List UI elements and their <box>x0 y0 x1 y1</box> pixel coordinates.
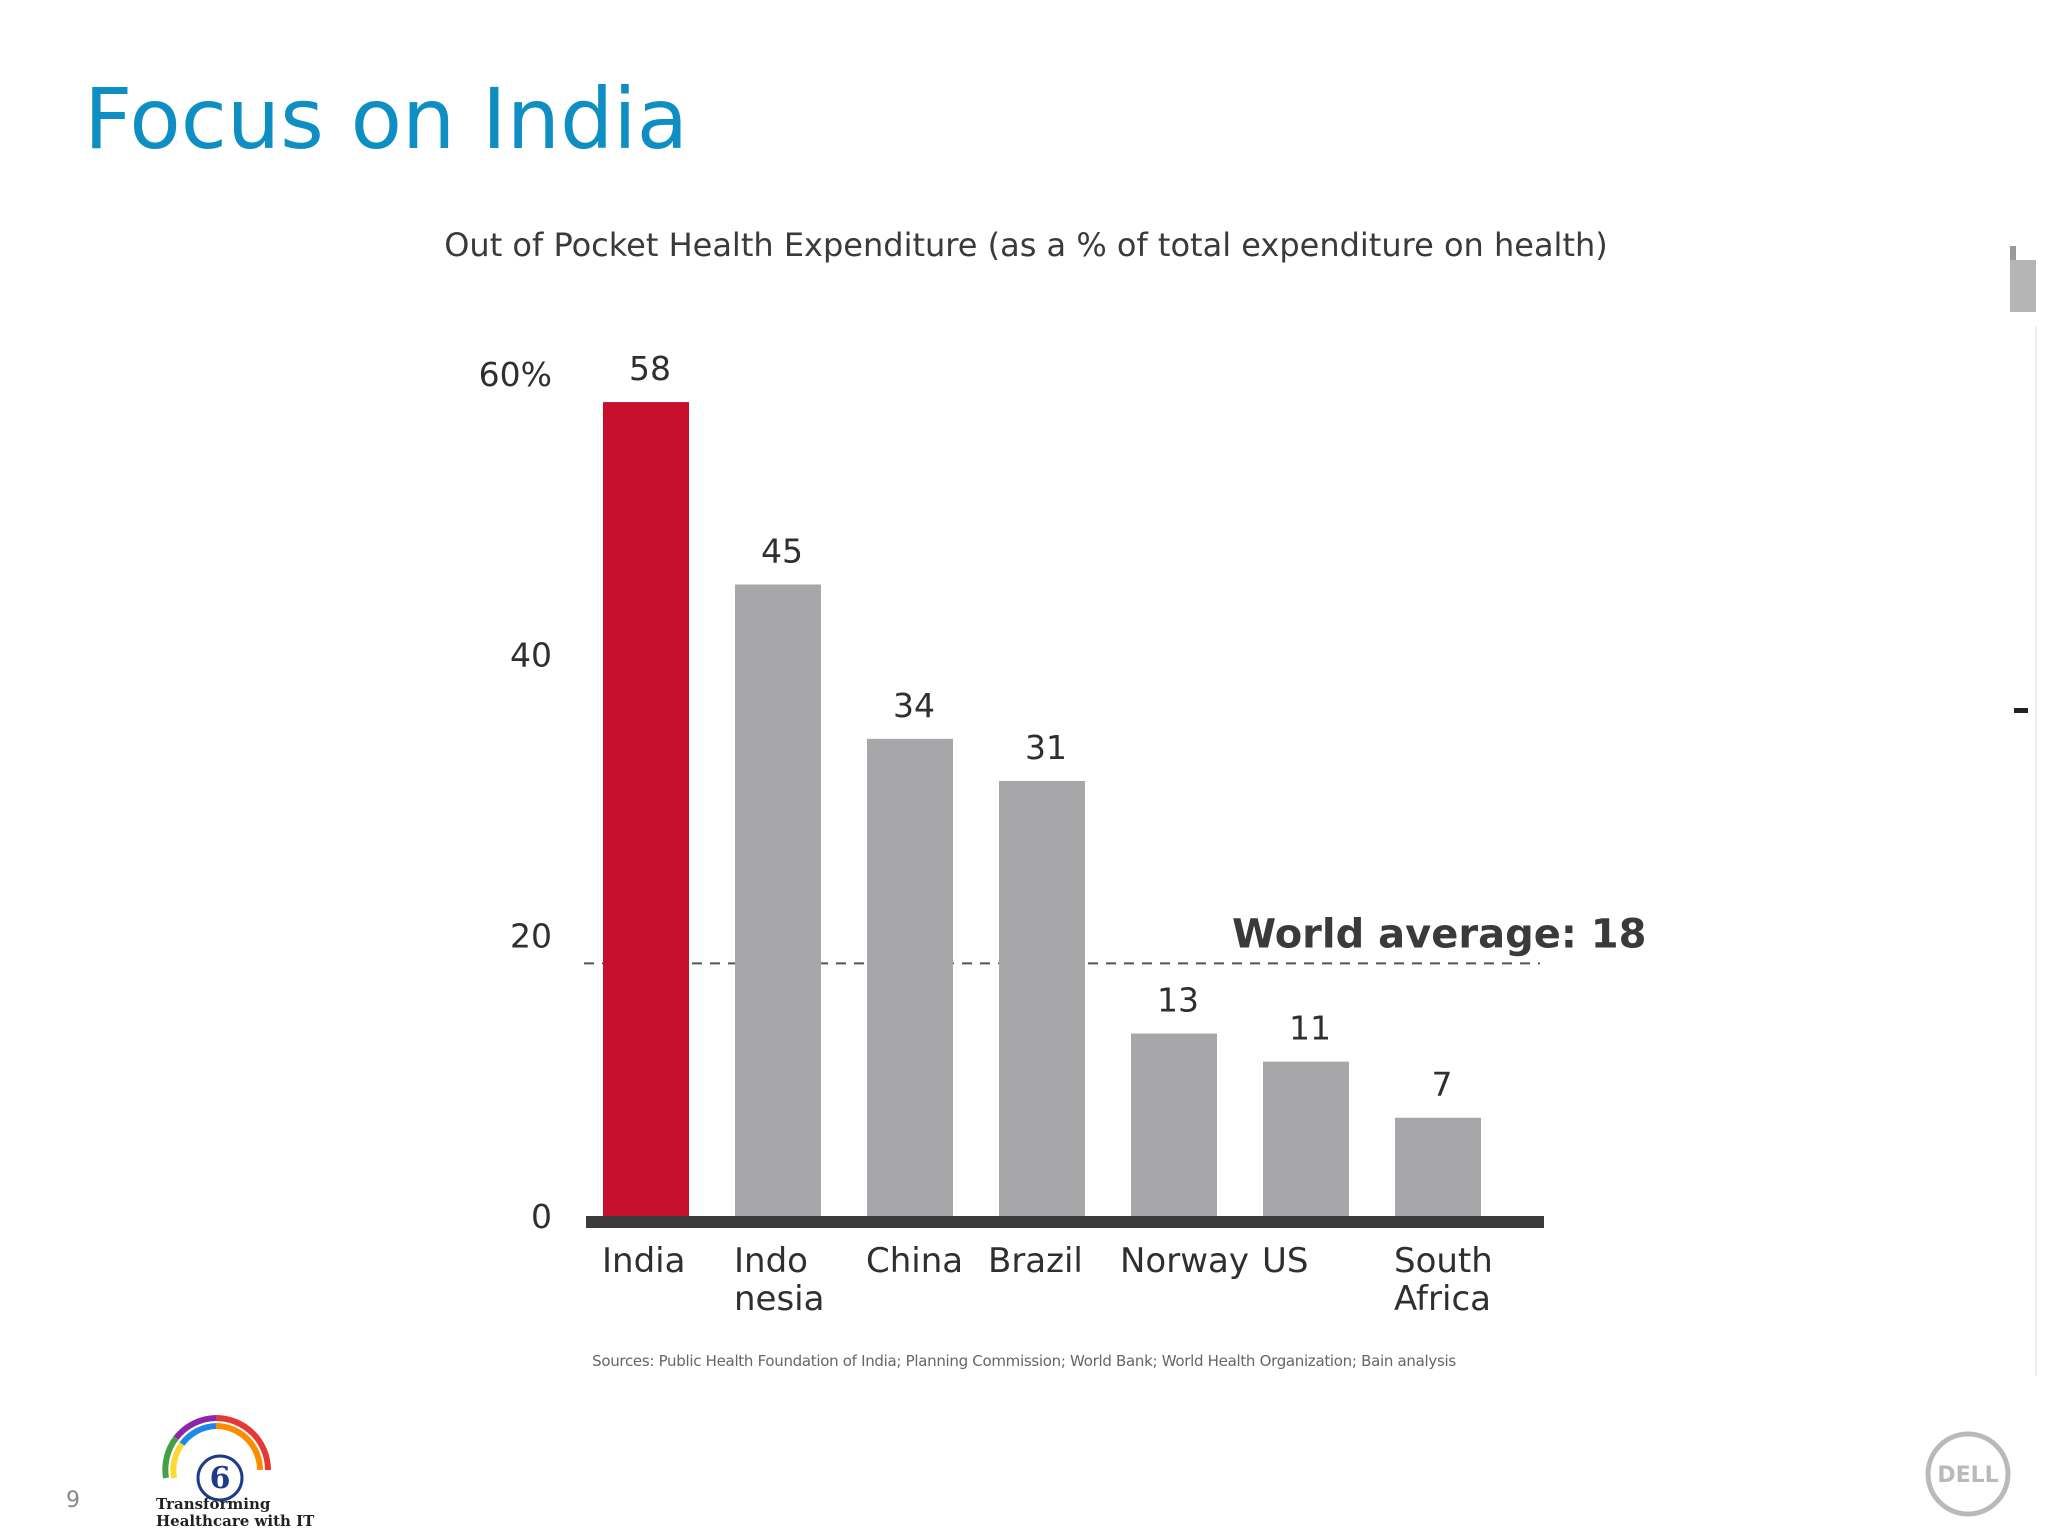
dell-logo-text: DELL <box>1937 1463 1998 1488</box>
y-tick-label: 60% <box>479 355 552 394</box>
bar-value-label: 13 <box>1157 981 1199 1020</box>
bar-value-label: 58 <box>629 349 671 388</box>
category-label-line: US <box>1262 1241 1308 1281</box>
slide-title: Focus on India <box>84 70 689 168</box>
y-tick-label: 40 <box>510 636 552 675</box>
bar <box>867 738 953 1216</box>
source-note: Sources: Public Health Foundation of Ind… <box>592 1352 1456 1370</box>
bar-value-label: 45 <box>761 532 803 571</box>
category-label: South Africa <box>1394 1241 1493 1319</box>
bar-value-label: 31 <box>1025 728 1067 767</box>
x-axis-line <box>586 1216 1544 1228</box>
category-label-line: Indo <box>734 1241 808 1281</box>
category-label-line: South <box>1394 1241 1493 1281</box>
bar-value-label: 34 <box>893 686 935 725</box>
right-edge-artifact <box>2010 246 2037 1376</box>
swirl-icon <box>162 1415 271 1502</box>
dell-logo: DELL <box>1925 1431 2011 1517</box>
category-label-line: Norway <box>1120 1241 1249 1281</box>
chart-title: Out of Pocket Health Expenditure (as a %… <box>444 226 1608 264</box>
bar <box>603 402 689 1217</box>
y-tick-label: 0 <box>531 1197 552 1236</box>
bar <box>1131 1033 1217 1216</box>
bar <box>1263 1061 1349 1216</box>
bar <box>735 584 821 1216</box>
y-tick-label: 20 <box>510 916 552 955</box>
bar-value-label: 11 <box>1289 1009 1331 1048</box>
category-label: US <box>1262 1241 1308 1281</box>
category-label-line: India <box>602 1241 685 1281</box>
event-name-line2: Healthcare with IT <box>156 1512 315 1530</box>
category-label-line: Africa <box>1394 1279 1491 1319</box>
category-label: China <box>866 1241 963 1281</box>
event-number: 6 <box>210 1461 231 1496</box>
event-name: Transforming Healthcare with IT <box>156 1496 314 1530</box>
category-label: Indo nesia <box>734 1241 824 1319</box>
bar-value-label: 7 <box>1432 1065 1453 1104</box>
bar <box>1395 1117 1481 1216</box>
bar <box>999 780 1085 1216</box>
world-average-label: World average: 18 <box>1232 911 1646 957</box>
category-label: India <box>602 1241 685 1281</box>
category-label-line: China <box>866 1241 963 1281</box>
category-label-line: nesia <box>734 1279 824 1319</box>
page-number: 9 <box>66 1488 80 1513</box>
event-logo: 6 <box>162 1415 271 1502</box>
dell-logo-ring-icon <box>1925 1431 2011 1517</box>
category-label: Brazil <box>988 1241 1083 1281</box>
event-name-line1: Transforming <box>156 1495 271 1513</box>
category-label-line: Brazil <box>988 1241 1083 1281</box>
category-label: Norway <box>1120 1241 1249 1281</box>
